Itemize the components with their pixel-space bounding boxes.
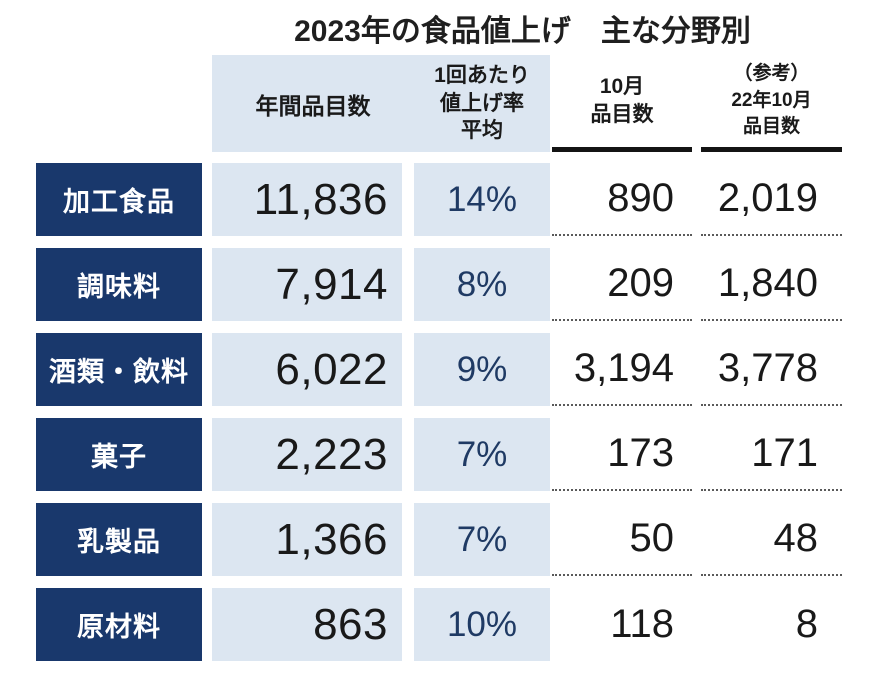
annual-items-value: 2,223 — [212, 418, 402, 491]
reference-items-value: 2,019 — [701, 163, 842, 236]
october-items-value: 209 — [552, 248, 692, 321]
avg-rate-value: 9% — [414, 333, 550, 406]
category-label: 酒類・飲料 — [36, 333, 202, 406]
category-label: 原材料 — [36, 588, 202, 661]
avg-rate-value: 10% — [414, 588, 550, 661]
table-row: 加工食品 11,836 14% 890 2,019 — [36, 163, 842, 236]
october-items-value: 50 — [552, 503, 692, 576]
avg-rate-header-line: 値上げ率 — [440, 91, 524, 115]
annual-items-value: 11,836 — [212, 163, 402, 236]
annual-items-value: 863 — [212, 588, 402, 661]
reference-header-line: （参考） — [733, 63, 810, 85]
table-row: 菓子 2,223 7% 173 171 — [36, 418, 842, 491]
category-label: 加工食品 — [36, 163, 202, 236]
table-row: 調味料 7,914 8% 209 1,840 — [36, 248, 842, 321]
october-header-line: 品目数 — [590, 103, 654, 126]
category-label: 菓子 — [36, 418, 202, 491]
annual-items-value: 7,914 — [212, 248, 402, 321]
table-header-row: 年間品目数 1回あたり 値上げ率 平均 10月 品目数 （参考） 22年10月 … — [36, 55, 842, 152]
reference-items-value: 48 — [701, 503, 842, 576]
annual-items-value: 1,366 — [212, 503, 402, 576]
table-row: 乳製品 1,366 7% 50 48 — [36, 503, 842, 576]
reference-header-line: 品目数 — [742, 116, 800, 138]
avg-rate-value: 14% — [414, 163, 550, 236]
reference-items-value: 1,840 — [701, 248, 842, 321]
avg-rate-header: 1回あたり 値上げ率 平均 — [414, 55, 550, 152]
page-title: 2023年の食品値上げ 主な分野別 — [294, 15, 751, 48]
annual-items-header: 年間品目数 — [255, 92, 371, 119]
avg-rate-header-line: 平均 — [461, 119, 503, 143]
avg-rate-value: 7% — [414, 418, 550, 491]
reference-items-header: （参考） 22年10月 品目数 — [701, 55, 842, 152]
october-items-value: 890 — [552, 163, 692, 236]
table-row: 原材料 863 10% 118 8 — [36, 588, 842, 661]
avg-rate-value: 7% — [414, 503, 550, 576]
reference-items-value: 171 — [701, 418, 842, 491]
category-label: 乳製品 — [36, 503, 202, 576]
october-items-value: 118 — [610, 602, 674, 646]
october-items-value: 173 — [552, 418, 692, 491]
avg-rate-value: 8% — [414, 248, 550, 321]
annual-items-value: 6,022 — [212, 333, 402, 406]
reference-header-line: 22年10月 — [731, 89, 812, 111]
food-price-table: 年間品目数 1回あたり 値上げ率 平均 10月 品目数 （参考） 22年10月 … — [36, 55, 842, 673]
avg-rate-header-line: 1回あたり — [434, 63, 530, 87]
reference-items-value: 3,778 — [701, 333, 842, 406]
table-row: 酒類・飲料 6,022 9% 3,194 3,778 — [36, 333, 842, 406]
october-items-header: 10月 品目数 — [552, 55, 692, 152]
category-label: 調味料 — [36, 248, 202, 321]
october-header-line: 10月 — [599, 74, 645, 98]
blue-header-block: 年間品目数 1回あたり 値上げ率 平均 — [212, 55, 550, 152]
october-items-value: 3,194 — [552, 333, 692, 406]
reference-items-value: 8 — [795, 602, 818, 646]
header-spacer — [36, 55, 212, 152]
